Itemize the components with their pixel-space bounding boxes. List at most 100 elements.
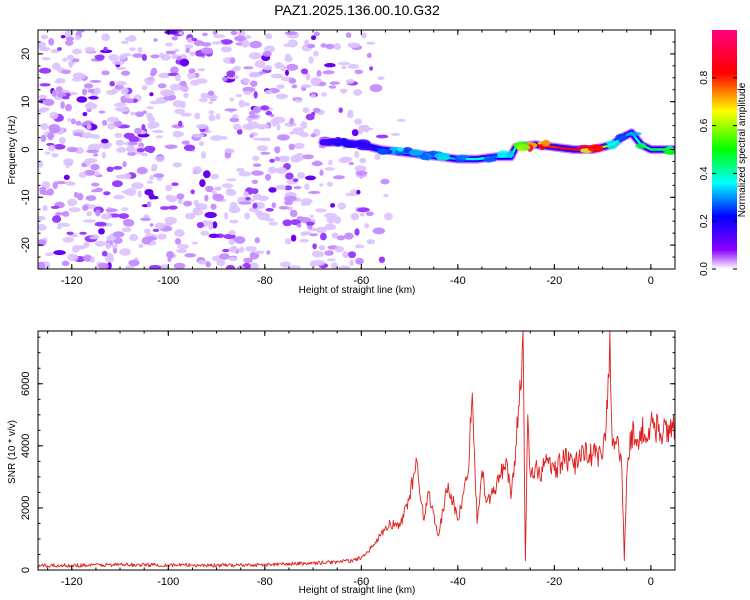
- noise-speckle: [324, 62, 336, 68]
- y-tick-label: 10: [20, 96, 32, 108]
- noise-speckle: [121, 70, 131, 76]
- noise-speckle: [338, 157, 350, 164]
- x-tick-label: -100: [157, 576, 179, 588]
- noise-speckle: [312, 243, 317, 250]
- noise-speckle: [167, 257, 172, 263]
- noise-speckle: [316, 70, 322, 77]
- noise-speckle: [38, 67, 52, 74]
- noise-speckle: [61, 260, 70, 267]
- colorbar: 0.0 0.2 0.4 0.6 0.8 Normalized spectral ampl…: [699, 30, 748, 276]
- noise-speckle: [124, 94, 131, 99]
- noise-speckle: [42, 205, 48, 212]
- noise-speckle: [78, 171, 87, 178]
- noise-speckle: [236, 167, 245, 173]
- noise-speckle: [226, 178, 237, 182]
- noise-speckle: [269, 158, 275, 163]
- noise-speckle: [312, 107, 321, 113]
- noise-speckle: [331, 262, 338, 269]
- noise-speckle: [178, 31, 184, 36]
- signal-blob: [506, 150, 515, 158]
- noise-speckle: [219, 253, 230, 260]
- noise-speckle: [101, 33, 111, 42]
- noise-speckle: [165, 184, 173, 192]
- noise-speckle: [264, 89, 273, 95]
- noise-speckle: [121, 207, 129, 211]
- noise-speckle: [181, 140, 190, 145]
- signal-blob: [483, 155, 495, 163]
- noise-speckle: [266, 250, 271, 255]
- noise-speckle: [135, 111, 145, 118]
- colorbar-label: Normalized spectral amplitude: [737, 82, 748, 217]
- noise-speckle: [357, 126, 364, 135]
- noise-speckle: [106, 116, 119, 123]
- noise-speckle: [136, 148, 145, 153]
- noise-speckle: [285, 69, 289, 76]
- noise-speckle: [264, 45, 275, 53]
- noise-speckle: [151, 129, 164, 134]
- noise-speckle: [52, 215, 62, 223]
- noise-speckle: [98, 262, 109, 269]
- noise-speckle: [245, 196, 251, 201]
- figure-title: PAZ1.2025.136.00.10.G32: [274, 2, 440, 18]
- noise-speckle: [143, 228, 151, 234]
- noise-speckle: [355, 257, 364, 265]
- noise-speckle: [279, 261, 291, 268]
- noise-speckle: [191, 133, 205, 138]
- noise-speckle: [378, 256, 385, 263]
- noise-speckle: [254, 237, 260, 244]
- x-tick-label: -120: [61, 576, 83, 588]
- noise-speckle: [171, 36, 178, 41]
- noise-speckle: [202, 32, 208, 37]
- noise-speckle: [318, 245, 326, 251]
- noise-speckle: [296, 216, 305, 220]
- noise-speckle: [191, 241, 198, 245]
- noise-speckle: [310, 133, 317, 138]
- noise-speckle: [230, 245, 237, 253]
- snr-x-axis-label: Height of straight line (km): [299, 585, 416, 596]
- noise-speckle: [229, 97, 235, 102]
- noise-speckle: [149, 223, 154, 227]
- noise-speckle: [284, 55, 293, 63]
- x-tick-label: -80: [257, 275, 273, 287]
- noise-speckle: [127, 151, 137, 156]
- noise-speckle: [50, 205, 60, 209]
- noise-speckle: [101, 70, 110, 76]
- x-tick-label: -60: [353, 275, 369, 287]
- noise-speckle: [193, 40, 205, 46]
- noise-speckle: [334, 216, 342, 224]
- noise-speckle: [245, 246, 257, 252]
- noise-speckle: [160, 206, 170, 210]
- noise-speckle: [129, 233, 139, 242]
- noise-speckle: [88, 143, 101, 150]
- x-tick-label: 0: [648, 275, 654, 287]
- noise-speckle: [150, 54, 160, 59]
- noise-speckle: [149, 265, 162, 269]
- noise-speckle: [347, 64, 360, 69]
- noise-speckle: [72, 245, 80, 253]
- snr-x-ticks: -120 -100 -80 -60 -40 -20 0: [47, 331, 676, 588]
- noise-speckle: [374, 153, 381, 161]
- signal-blob: [456, 154, 470, 159]
- noise-speckle: [196, 222, 204, 229]
- noise-speckle: [81, 163, 87, 168]
- noise-speckle: [101, 250, 108, 257]
- noise-speckle: [282, 219, 293, 227]
- noise-speckle: [267, 166, 277, 174]
- noise-speckle: [185, 47, 190, 54]
- noise-speckle: [264, 218, 275, 222]
- noise-speckle: [113, 166, 123, 170]
- noise-speckle: [284, 185, 293, 191]
- noise-speckle: [288, 78, 297, 84]
- noise-speckle: [93, 87, 101, 95]
- noise-speckle: [287, 206, 293, 212]
- noise-speckle: [122, 161, 127, 168]
- noise-speckle: [49, 111, 59, 120]
- signal-blob: [541, 139, 551, 147]
- noise-speckle: [170, 66, 179, 74]
- noise-speckle: [225, 148, 235, 154]
- signal-blob: [606, 142, 618, 150]
- noise-speckle: [183, 92, 189, 99]
- noise-speckle: [397, 118, 406, 122]
- spectrogram-x-axis-label: Height of straight line (km): [299, 285, 416, 296]
- noise-speckle: [229, 201, 238, 210]
